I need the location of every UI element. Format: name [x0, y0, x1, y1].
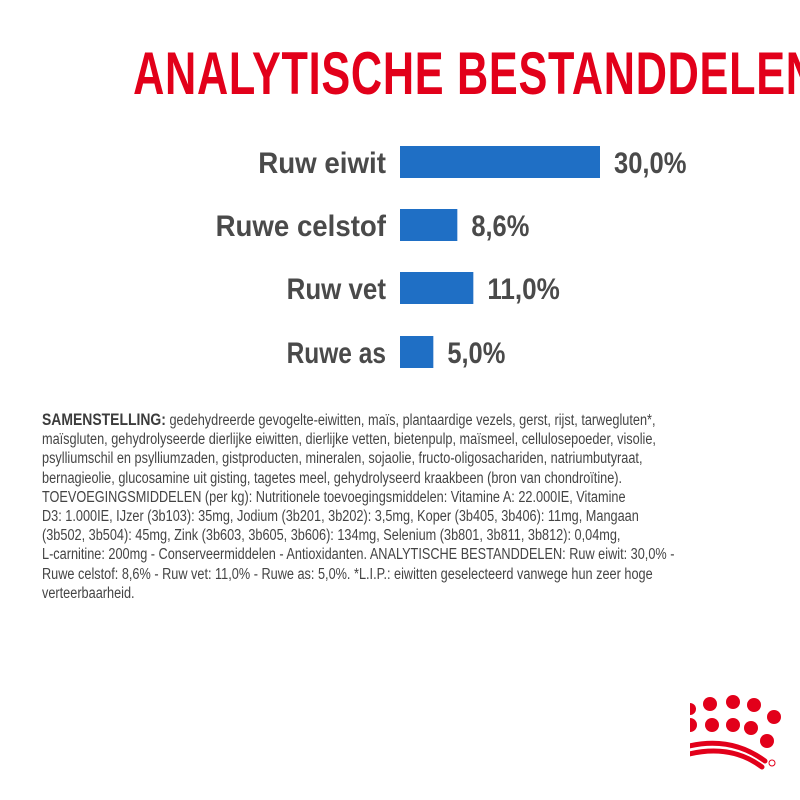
category-label: Ruwe as [287, 337, 386, 370]
value-label: 11,0% [487, 273, 560, 306]
composition-line-text: verteerbaarheid. [42, 584, 135, 602]
composition-line-text: psylliumschil en psylliumzaden, gistprod… [42, 450, 643, 468]
composition-line: (3b502, 3b504): 45mg, Zink (3b603, 3b605… [42, 526, 665, 545]
bar-0 [400, 146, 600, 178]
composition-line-text: TOEVOEGINGSMIDDELEN (per kg): Nutritione… [42, 488, 626, 506]
composition-line-text: L-carnitine: 200mg - Conserveermiddelen … [42, 546, 675, 564]
bar-2 [400, 272, 474, 304]
composition-line: L-carnitine: 200mg - Conserveermiddelen … [42, 545, 674, 564]
composition-line: maïsgluten, gehydrolyseerde dierlijke ei… [42, 430, 665, 449]
bar-1 [400, 209, 458, 241]
nutrient-bar-chart: Ruw eiwit 30,0% Ruwe celstof 8,6% Ruw vet 11,… [216, 146, 687, 370]
category-label: Ruw eiwit [258, 147, 386, 180]
composition-line-text: Ruwe celstof: 8,6% - Ruw vet: 11,0% - Ru… [42, 565, 653, 583]
page-title: ANALYTISCHE BESTANDDELEN [0, 44, 800, 104]
composition-line: psylliumschil en psylliumzaden, gistprod… [42, 449, 665, 468]
crown-logo-icon [690, 695, 781, 770]
title-text: ANALYTISCHE BESTANDDELEN [133, 40, 800, 107]
value-label: 8,6% [471, 210, 529, 243]
category-label: Ruwe celstof [216, 210, 387, 243]
composition-line-text: (3b502, 3b504): 45mg, Zink (3b603, 3b605… [42, 527, 621, 545]
composition-line-text: bernagieolie, glucosamine uit gisting, t… [42, 469, 623, 487]
composition-heading: SAMENSTELLING: [42, 410, 166, 429]
composition-line: D3: 1.000IE, IJzer (3b103): 35mg, Jodium… [42, 507, 665, 526]
composition-text: SAMENSTELLING: gedehydreerde gevogelte-e… [42, 410, 800, 603]
value-label: 5,0% [447, 337, 505, 370]
composition-line-text: gedehydreerde gevogelte-eiwitten, maïs, … [165, 412, 656, 429]
bar-3 [400, 336, 434, 368]
composition-line-text: D3: 1.000IE, IJzer (3b103): 35mg, Jodium… [42, 508, 639, 526]
composition-line: TOEVOEGINGSMIDDELEN (per kg): Nutritione… [42, 488, 665, 507]
composition-line: SAMENSTELLING: gedehydreerde gevogelte-e… [42, 410, 665, 430]
composition-line: bernagieolie, glucosamine uit gisting, t… [42, 469, 665, 488]
category-label: Ruw vet [287, 273, 386, 306]
composition-line: verteerbaarheid. [42, 584, 665, 603]
value-label: 30,0% [614, 147, 687, 180]
composition-line-text: maïsgluten, gehydrolyseerde dierlijke ei… [42, 431, 656, 449]
composition-line: Ruwe celstof: 8,6% - Ruw vet: 11,0% - Ru… [42, 565, 665, 584]
